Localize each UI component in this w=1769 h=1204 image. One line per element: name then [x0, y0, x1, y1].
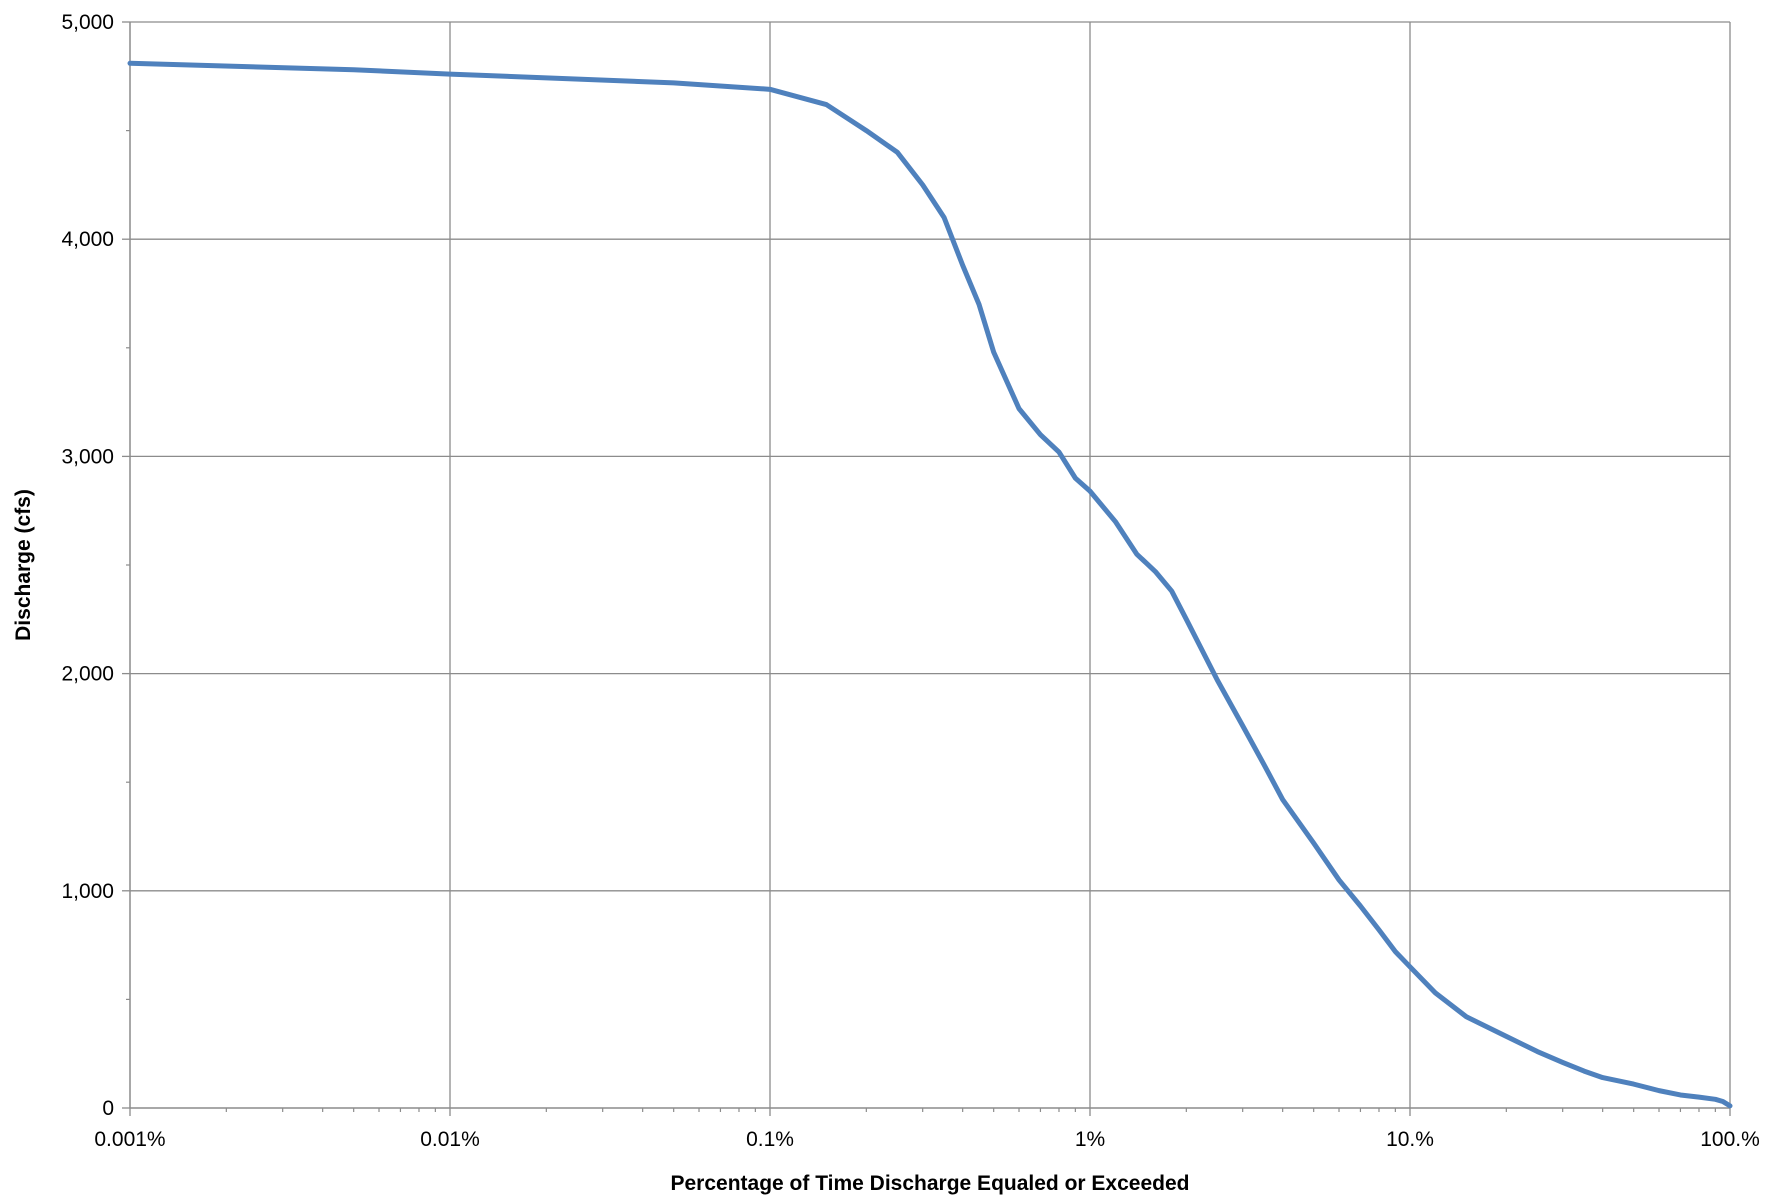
y-tick-label: 1,000 [61, 880, 114, 903]
x-axis-title: Percentage of Time Discharge Equaled or … [671, 1172, 1190, 1195]
x-tick-label: 0.1% [746, 1128, 794, 1151]
grid-layer [130, 21, 1731, 1108]
x-tick-label: 0.001% [94, 1128, 165, 1151]
series-line [127, 60, 1733, 1109]
x-tick-label: 100.% [1700, 1128, 1760, 1151]
series-layer [127, 60, 1733, 1109]
y-tick-label: 3,000 [61, 445, 114, 468]
y-tick-label: 4,000 [61, 228, 114, 251]
x-tick-label: 0.01% [420, 1128, 480, 1151]
x-tick-label: 1% [1075, 1128, 1105, 1151]
plot-area [130, 22, 1730, 1108]
y-tick-label: 0 [102, 1097, 114, 1120]
labels-layer: 0 1,000 2,000 3,000 4,000 5,000 0.001% 0.01% 0.1… [61, 11, 1759, 1151]
y-tick-label: 2,000 [61, 663, 114, 686]
y-axis-title: Discharge (cfs) [12, 489, 35, 641]
x-tick-label: 10.% [1386, 1128, 1434, 1151]
y-tick-label: 5,000 [61, 11, 114, 34]
axes-layer [122, 21, 1731, 1116]
